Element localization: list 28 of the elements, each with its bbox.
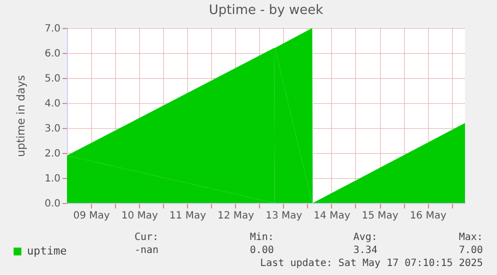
y-tick-label: 0.0	[44, 198, 60, 210]
x-tick-label: 16 May	[410, 210, 446, 222]
y-tick-label: 2.0	[44, 148, 60, 160]
x-tick-label: 09 May	[73, 210, 110, 222]
text: Avg:	[353, 232, 378, 243]
legend-label: uptime	[27, 244, 67, 258]
y-tick-label: 7.0	[44, 24, 60, 34]
x-tick-label: 13 May	[266, 210, 302, 222]
x-tick-label: 11 May	[169, 210, 206, 222]
text: 3.34	[353, 245, 378, 256]
y-tick-label: 3.0	[44, 124, 60, 134]
y-tick-label: 6.0	[44, 48, 60, 60]
x-tick-label: 14 May	[314, 210, 350, 222]
x-tick-label: 15 May	[362, 210, 398, 222]
text: Last update: Sat May 17 07:10:15 2025	[260, 258, 483, 269]
y-tick-label: 5.0	[44, 74, 60, 84]
text: Cur:	[134, 232, 159, 243]
text: 7.00	[458, 245, 483, 256]
text: Max:	[458, 232, 483, 243]
x-tick-label: 12 May	[217, 210, 254, 222]
text: Min:	[250, 232, 274, 243]
chart-title: Uptime - by week	[208, 3, 324, 18]
x-tick-label: 10 May	[121, 210, 158, 222]
y-tick-label: 1.0	[44, 174, 60, 184]
text: 0.00	[250, 245, 274, 256]
y-axis-title: uptime in days	[14, 74, 28, 157]
y-tick-label: 4.0	[44, 98, 60, 110]
text: -nan	[134, 245, 159, 256]
